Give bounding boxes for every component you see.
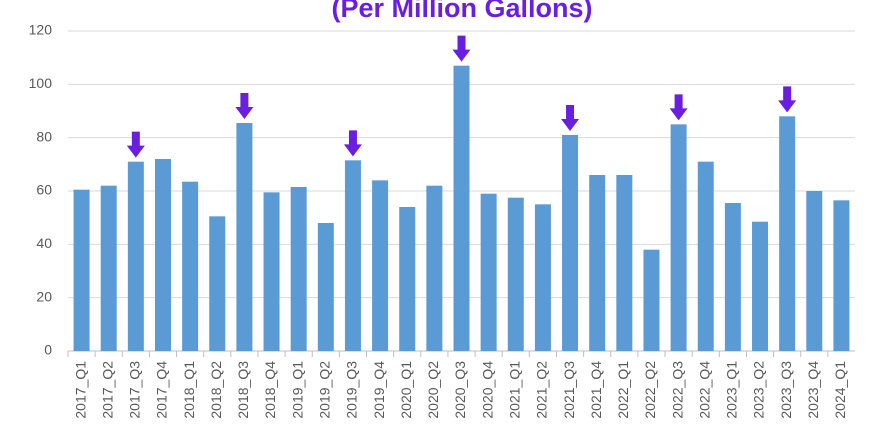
- x-tick-label: 2020_Q2: [425, 361, 441, 419]
- bar: [127, 161, 144, 351]
- x-tick-label: 2021_Q2: [534, 361, 550, 419]
- y-tick-label: 80: [36, 128, 52, 144]
- bar: [399, 207, 416, 351]
- x-tick-label: 2021_Q3: [561, 361, 577, 419]
- x-tick-label: 2018_Q3: [235, 361, 251, 419]
- x-tick-label: 2019_Q3: [344, 361, 360, 419]
- x-tick-label: 2017_Q4: [154, 361, 170, 419]
- bar: [670, 124, 687, 351]
- highlight-arrow: [126, 131, 145, 158]
- bar: [697, 161, 714, 351]
- bar: [616, 175, 633, 351]
- highlight-arrow: [343, 130, 362, 157]
- y-tick-label: 0: [44, 342, 52, 358]
- y-tick-label: 120: [29, 22, 53, 38]
- x-tick-label: 2022_Q4: [696, 361, 712, 419]
- bar: [263, 192, 280, 351]
- y-tick-label: 100: [29, 75, 53, 91]
- bar: [317, 223, 334, 351]
- x-tick-label: 2023_Q2: [751, 361, 767, 419]
- bar: [480, 193, 497, 351]
- x-tick-label: 2019_Q2: [317, 361, 333, 419]
- x-tick-label: 2019_Q4: [371, 361, 387, 419]
- bar: [73, 189, 90, 351]
- x-tick-label: 2023_Q1: [724, 361, 740, 419]
- bar: [507, 197, 524, 351]
- bar: [833, 200, 850, 351]
- bar: [806, 191, 823, 351]
- x-tick-label: 2020_Q3: [452, 361, 468, 419]
- x-tick-label: 2017_Q2: [99, 361, 115, 419]
- bar: [589, 175, 606, 351]
- bar: [209, 216, 226, 351]
- x-tick-label: 2024_Q1: [832, 361, 848, 419]
- bar: [372, 180, 389, 351]
- highlight-arrow: [669, 94, 688, 121]
- bar: [290, 187, 307, 351]
- y-tick-label: 60: [36, 182, 52, 198]
- highlight-arrow: [778, 86, 797, 113]
- bar: [236, 123, 253, 351]
- highlight-arrow: [235, 93, 254, 119]
- x-tick-label: 2022_Q2: [642, 361, 658, 419]
- x-tick-label: 2021_Q1: [506, 361, 522, 419]
- x-tick-label: 2018_Q4: [262, 361, 278, 419]
- bar: [182, 181, 199, 351]
- x-tick-label: 2023_Q3: [778, 361, 794, 419]
- bar: [154, 159, 171, 351]
- highlight-arrow: [561, 105, 580, 131]
- x-tick-label: 2021_Q4: [588, 361, 604, 419]
- x-tick-label: 2018_Q2: [208, 361, 224, 419]
- bar: [426, 185, 443, 351]
- bar: [724, 203, 741, 351]
- y-tick-label: 20: [36, 288, 52, 304]
- highlight-arrow: [452, 35, 471, 62]
- bar: [453, 65, 470, 352]
- chart-title: (Per Million Gallons): [331, 0, 592, 23]
- x-tick-label: 2019_Q1: [289, 361, 305, 419]
- x-tick-label: 2022_Q1: [615, 361, 631, 419]
- x-tick-label: 2018_Q1: [181, 361, 197, 419]
- bar: [534, 204, 551, 351]
- x-tick-label: 2017_Q3: [127, 361, 143, 419]
- bar: [779, 116, 796, 351]
- bar: [344, 160, 361, 351]
- bar: [643, 249, 660, 351]
- bar: [562, 135, 579, 351]
- x-tick-label: 2022_Q3: [669, 361, 685, 419]
- bar: [752, 221, 769, 351]
- x-tick-label: 2020_Q4: [479, 361, 495, 419]
- bar: [100, 185, 117, 351]
- x-tick-label: 2017_Q1: [72, 361, 88, 419]
- x-tick-label: 2020_Q1: [398, 361, 414, 419]
- y-tick-label: 40: [36, 235, 52, 251]
- x-tick-label: 2023_Q4: [805, 361, 821, 419]
